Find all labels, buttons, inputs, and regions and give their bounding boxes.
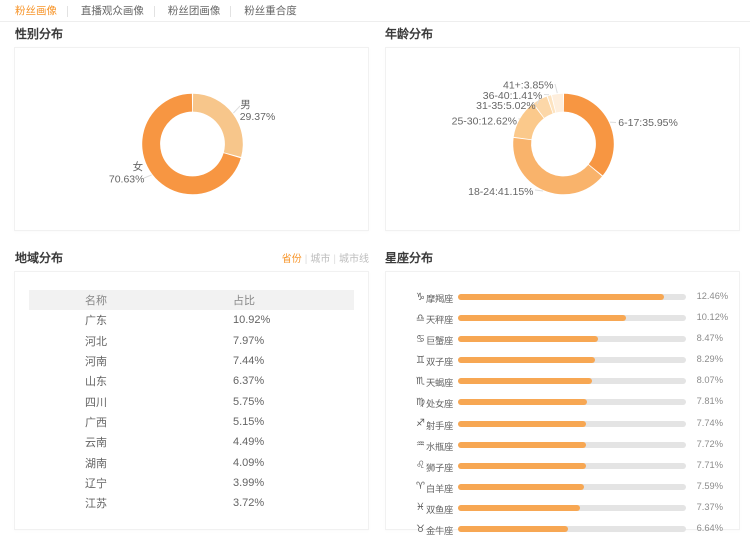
svg-text:70.63%: 70.63%: [109, 174, 145, 186]
svg-text:41+:3.85%: 41+:3.85%: [503, 79, 554, 91]
svg-text:女: 女: [133, 160, 144, 173]
svg-text:25-30:12.62%: 25-30:12.62%: [452, 116, 517, 128]
svg-text:男: 男: [240, 99, 251, 111]
svg-text:36-40:1.41%: 36-40:1.41%: [483, 90, 543, 102]
svg-text:18-24:41.15%: 18-24:41.15%: [468, 186, 533, 198]
svg-text:29.37%: 29.37%: [240, 111, 276, 123]
svg-text:6-17:35.95%: 6-17:35.95%: [618, 117, 678, 129]
